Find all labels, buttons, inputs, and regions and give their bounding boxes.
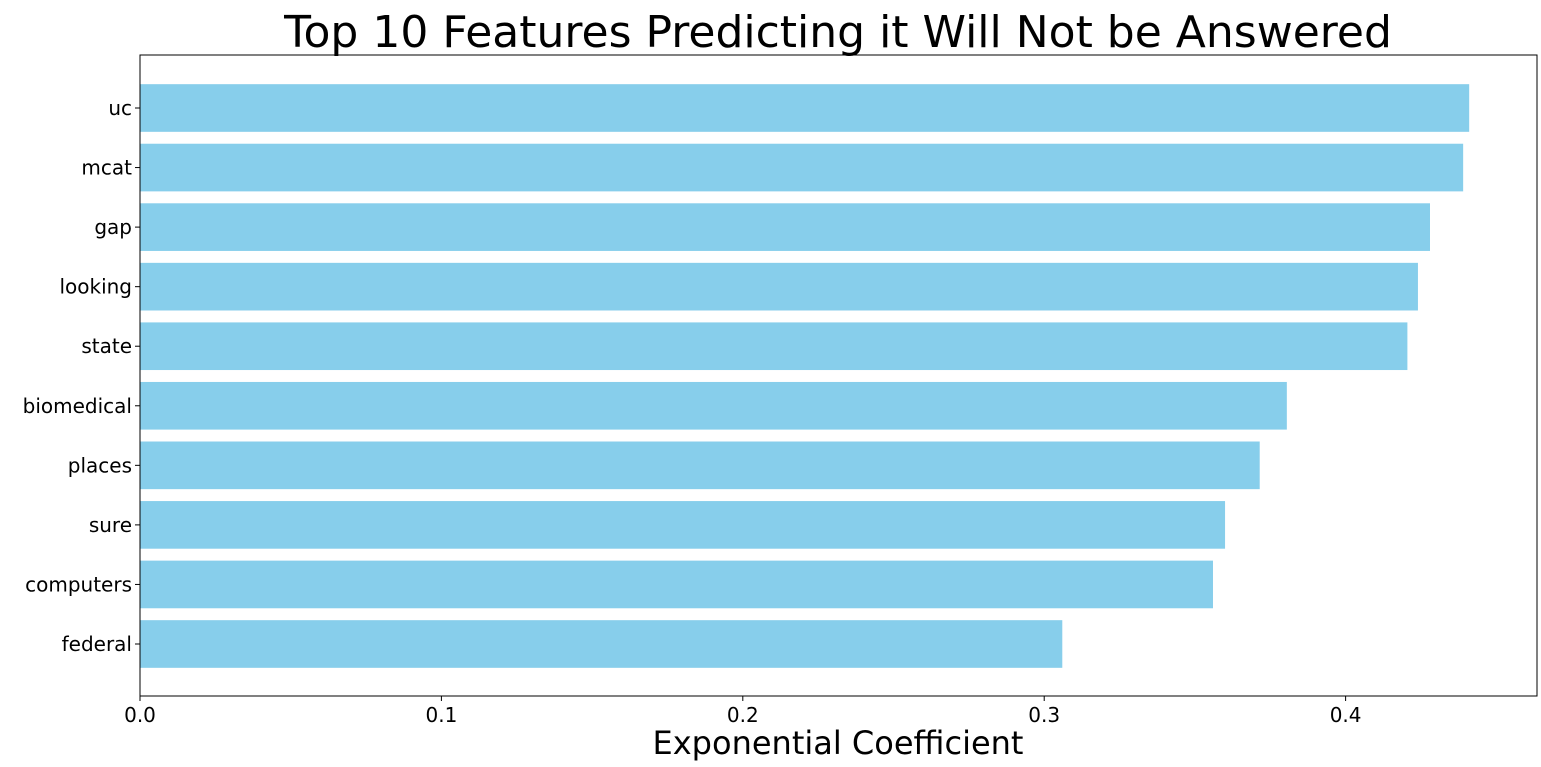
bar-biomedical	[140, 381, 1287, 430]
x-axis-label: Exponential Coefficient	[653, 724, 1024, 762]
x-tick-label: 0.0	[124, 703, 156, 727]
y-tick-label: looking	[59, 275, 132, 299]
x-tick-label: 0.1	[425, 703, 457, 727]
x-tick-label: 0.3	[1028, 703, 1060, 727]
bar-looking	[140, 262, 1418, 311]
bar-state	[140, 322, 1408, 371]
x-tick-label: 0.2	[727, 703, 759, 727]
y-tick-label: places	[68, 453, 132, 477]
bar-computers	[140, 560, 1213, 609]
x-tick-label: 0.4	[1330, 703, 1362, 727]
x-axis: 0.0 0.1 0.2 0.3 0.4	[124, 696, 1362, 727]
bar-uc	[140, 84, 1470, 132]
y-tick-label: computers	[25, 572, 132, 596]
bar-federal	[140, 620, 1063, 668]
plot-frame	[139, 54, 1538, 697]
y-tick-label: biomedical	[23, 394, 132, 418]
bar-sure	[140, 501, 1226, 549]
y-tick-label: uc	[108, 96, 132, 120]
bar-gap	[140, 203, 1431, 251]
y-tick-label: sure	[89, 513, 132, 537]
bar-mcat	[140, 143, 1464, 192]
chart-title: Top 10 Features Predicting it Will Not b…	[283, 7, 1392, 58]
y-tick-label: mcat	[81, 156, 132, 180]
bars-layer	[140, 84, 1470, 668]
y-tick-label: federal	[62, 632, 132, 656]
y-tick-label: gap	[94, 215, 132, 239]
bar-places	[140, 441, 1260, 490]
y-axis: uc mcat gap looking state biomedical places sur…	[23, 96, 140, 656]
y-tick-label: state	[81, 334, 132, 358]
